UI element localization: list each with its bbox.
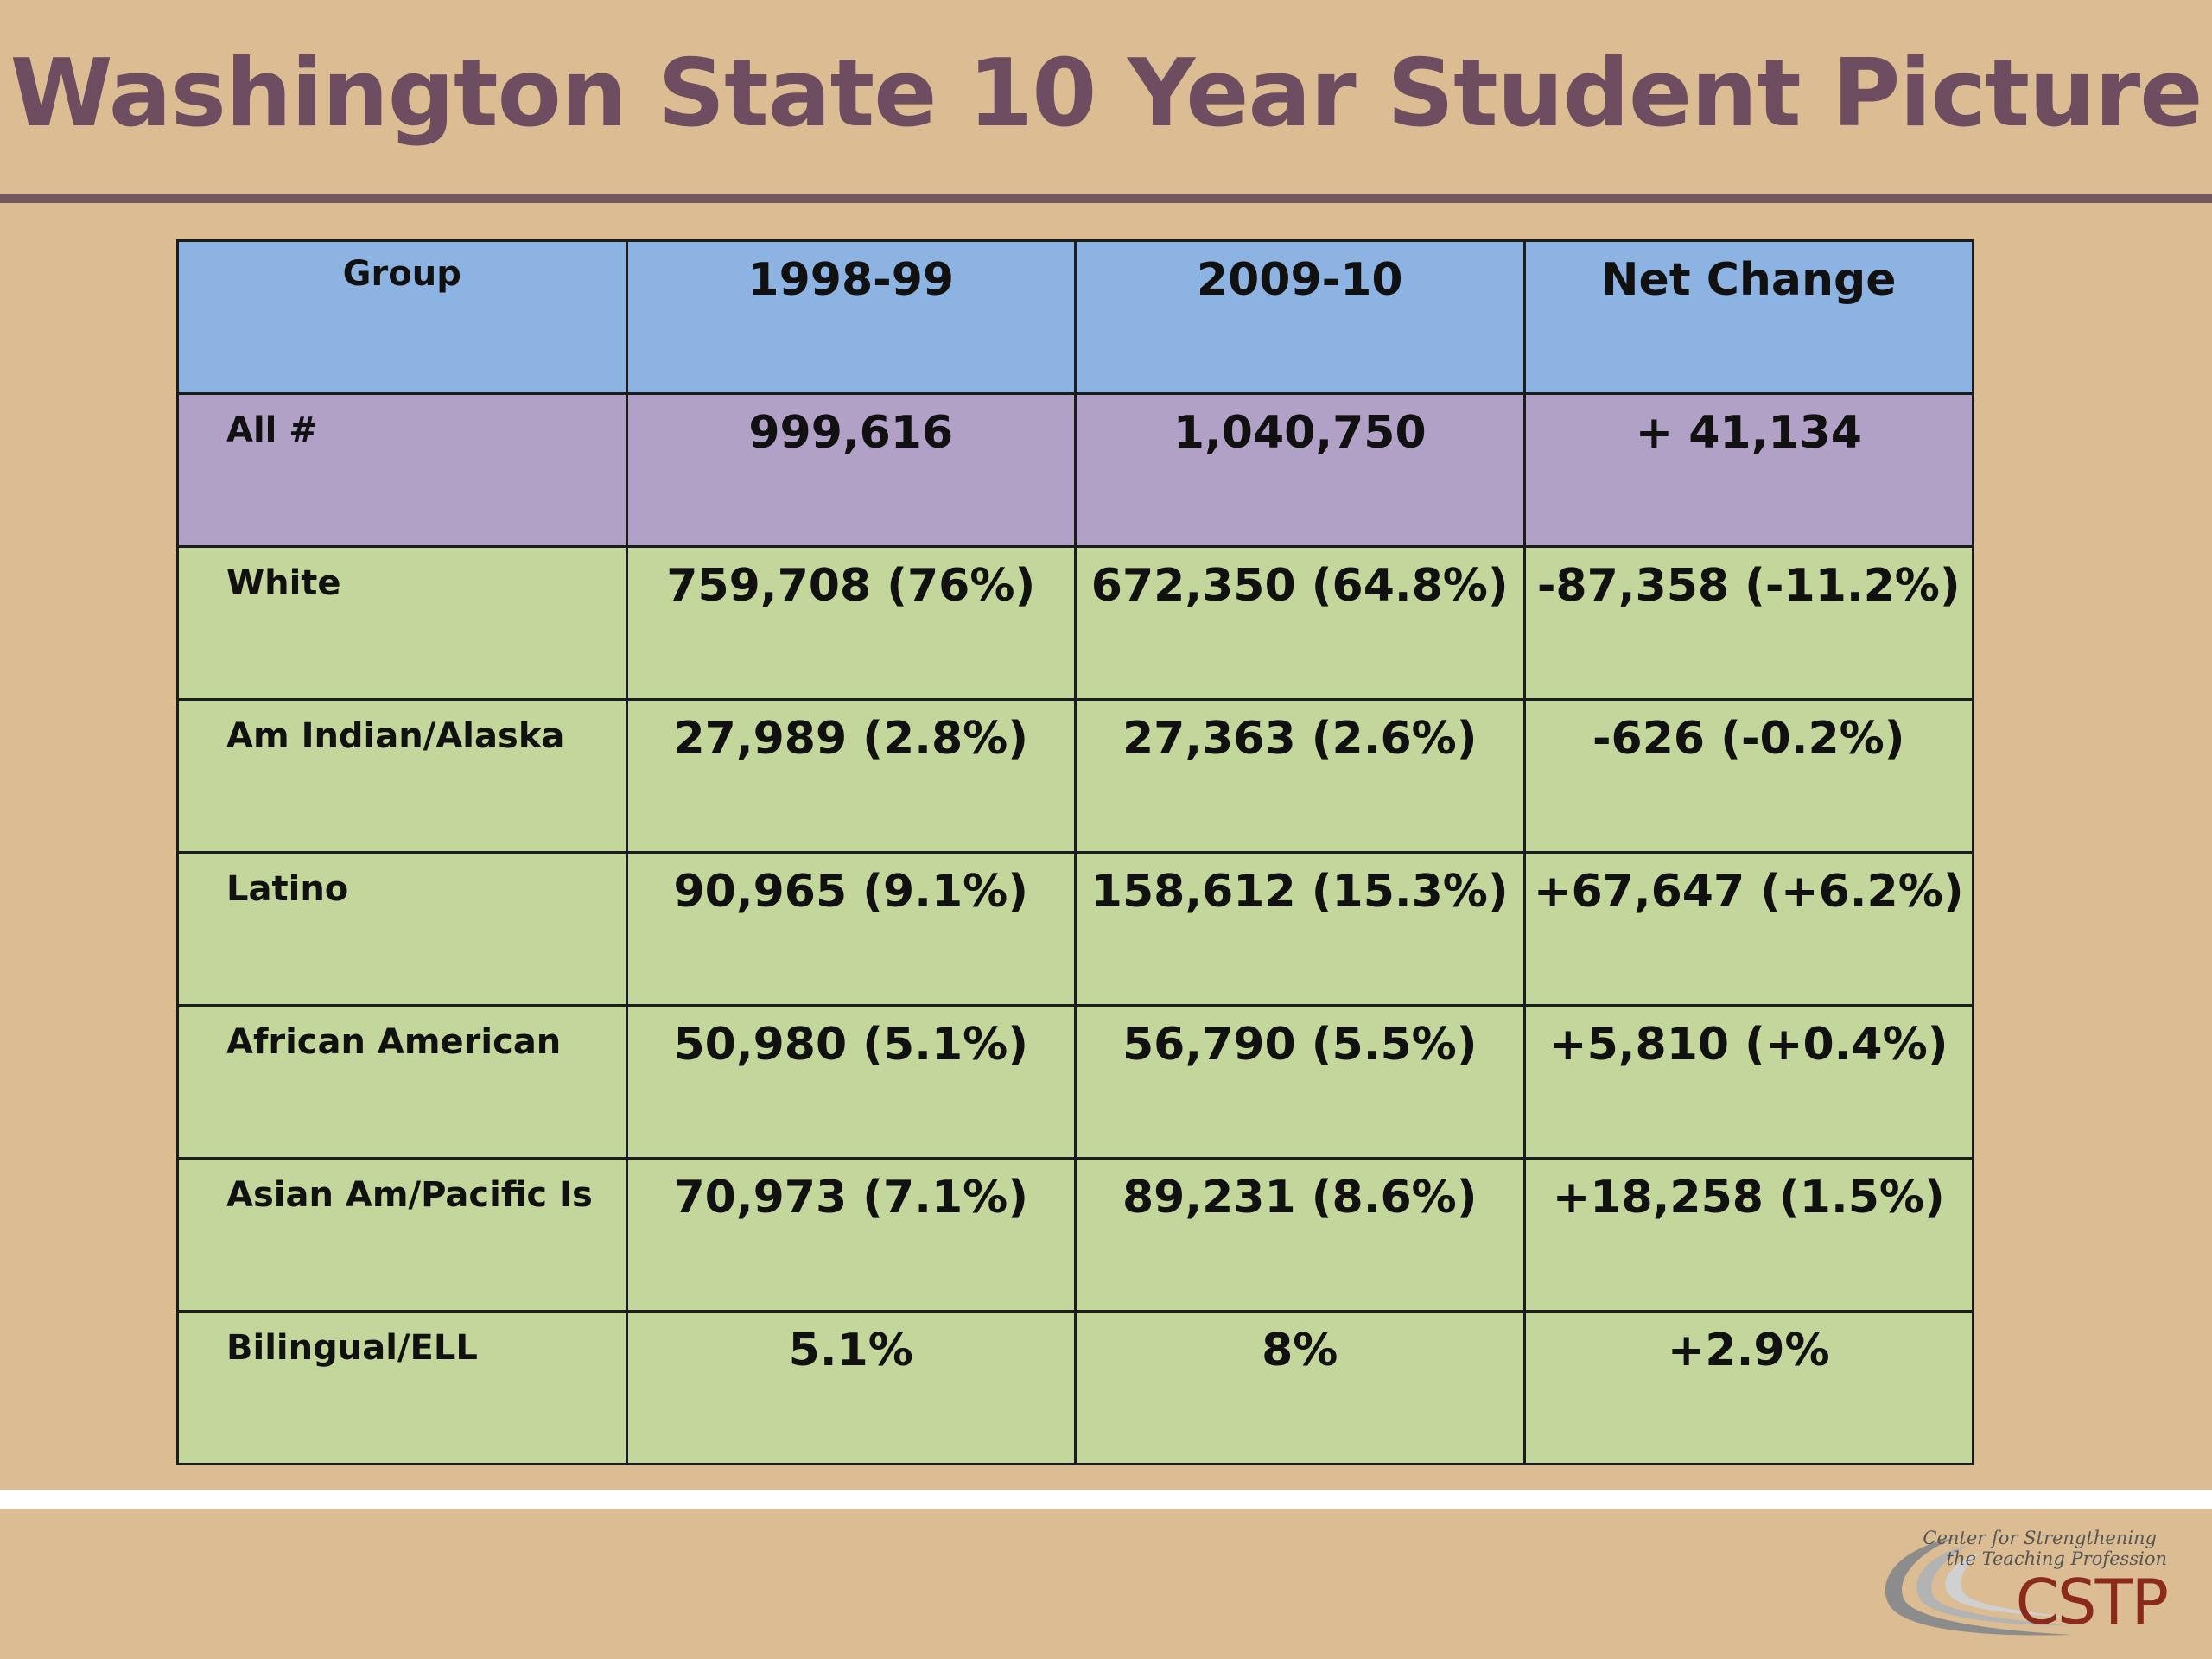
header-net-change: Net Change	[1522, 239, 1974, 395]
header-group: Group	[176, 239, 628, 395]
logo-tagline-line1: Center for Strengthening	[1923, 1528, 2157, 1548]
group-cell: Latino	[176, 851, 628, 1007]
value-2009-cell: 89,231 (8.6%)	[1074, 1157, 1526, 1313]
table-row: Am Indian/Alaska 27,989 (2.8%) 27,363 (2…	[176, 698, 1974, 854]
table-row: Asian Am/Pacific Is 70,973 (7.1%) 89,231…	[176, 1157, 1974, 1313]
value-2009-cell: 1,040,750	[1074, 392, 1526, 548]
table-row: White 759,708 (76%) 672,350 (64.8%) -87,…	[176, 545, 1974, 701]
logo-wordmark: CSTP	[2015, 1566, 2169, 1638]
value-2009-cell: 672,350 (64.8%)	[1074, 545, 1526, 701]
net-change-cell: +67,647 (+6.2%)	[1522, 851, 1974, 1007]
value-2009-cell: 8%	[1074, 1310, 1526, 1465]
value-1998-cell: 759,708 (76%)	[625, 545, 1077, 701]
footer-divider	[0, 1490, 2212, 1509]
net-change-cell: +5,810 (+0.4%)	[1522, 1004, 1974, 1160]
net-change-cell: -626 (-0.2%)	[1522, 698, 1974, 854]
header-1998-99: 1998-99	[625, 239, 1077, 395]
title-divider	[0, 194, 2212, 203]
group-cell: Am Indian/Alaska	[176, 698, 628, 854]
net-change-cell: -87,358 (-11.2%)	[1522, 545, 1974, 701]
group-cell: African American	[176, 1004, 628, 1160]
value-1998-cell: 999,616	[625, 392, 1077, 548]
table-row: Latino 90,965 (9.1%) 158,612 (15.3%) +67…	[176, 851, 1974, 1007]
group-cell: Asian Am/Pacific Is	[176, 1157, 628, 1313]
table-row: Bilingual/ELL 5.1% 8% +2.9%	[176, 1310, 1974, 1465]
value-1998-cell: 50,980 (5.1%)	[625, 1004, 1077, 1160]
value-2009-cell: 27,363 (2.6%)	[1074, 698, 1526, 854]
group-cell: All #	[176, 392, 628, 548]
value-1998-cell: 5.1%	[625, 1310, 1077, 1465]
student-data-table: Group 1998-99 2009-10 Net Change All # 9…	[176, 239, 1974, 1465]
table-row: African American 50,980 (5.1%) 56,790 (5…	[176, 1004, 1974, 1160]
group-cell: White	[176, 545, 628, 701]
cstp-logo: Center for Strengthening the Teaching Pr…	[1873, 1521, 2169, 1642]
slide-title: Washington State 10 Year Student Picture	[10, 39, 2203, 148]
value-2009-cell: 56,790 (5.5%)	[1074, 1004, 1526, 1160]
value-1998-cell: 27,989 (2.8%)	[625, 698, 1077, 854]
logo-swoosh-icon	[1885, 1538, 2072, 1636]
header-2009-10: 2009-10	[1074, 239, 1526, 395]
value-1998-cell: 70,973 (7.1%)	[625, 1157, 1077, 1313]
value-2009-cell: 158,612 (15.3%)	[1074, 851, 1526, 1007]
group-cell: Bilingual/ELL	[176, 1310, 628, 1465]
logo-tagline-line2: the Teaching Profession	[1946, 1548, 2168, 1569]
table-header-row: Group 1998-99 2009-10 Net Change	[176, 239, 1974, 395]
net-change-cell: +2.9%	[1522, 1310, 1974, 1465]
net-change-cell: +18,258 (1.5%)	[1522, 1157, 1974, 1313]
value-1998-cell: 90,965 (9.1%)	[625, 851, 1077, 1007]
table-row: All # 999,616 1,040,750 + 41,134	[176, 392, 1974, 548]
net-change-cell: + 41,134	[1522, 392, 1974, 548]
